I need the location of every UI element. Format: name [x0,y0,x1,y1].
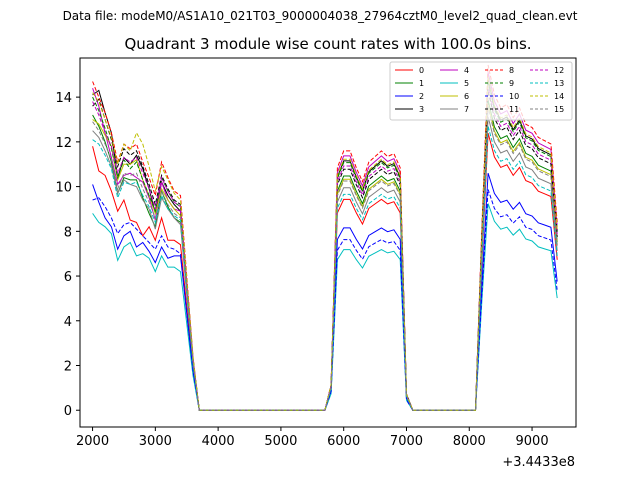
y-tick-label: 0 [64,404,72,419]
series-line-12 [92,86,558,411]
y-tick-label: 12 [55,136,72,151]
y-tick-label: 14 [55,91,72,106]
legend-label-2: 2 [419,92,424,101]
data-file-label: Data file: modeM0/AS1A10_021T03_90000040… [63,9,578,23]
series-line-0 [92,132,558,411]
y-tick-label: 8 [64,225,72,240]
y-tick-label: 10 [55,181,72,196]
series-line-10 [92,189,558,411]
y-tick-label: 6 [64,270,72,285]
legend-label-13: 13 [554,79,564,88]
series-line-15 [92,107,558,411]
y-tick-label: 4 [64,315,72,330]
series-line-1 [92,100,558,411]
x-tick-label: 2000 [76,434,109,449]
legend-label-10: 10 [509,92,519,101]
axes: 2000 3000 4000 5000 6000 7000 8000 900002468101… [55,57,577,449]
legend-label-6: 6 [464,92,469,101]
series-line-14 [92,76,558,411]
legend-label-4: 4 [464,66,469,75]
legend-label-15: 15 [554,105,564,114]
x-tick-label: 4000 [202,434,235,449]
legend-label-12: 12 [554,66,564,75]
x-tick-label: 8000 [453,434,486,449]
plot-area [92,64,558,411]
chart-title: Quadrant 3 module wise count rates with … [124,35,531,53]
series-line-7 [92,116,558,411]
axes-frame [79,57,577,428]
x-tick-label: 7000 [390,434,423,449]
series-line-11 [92,90,558,411]
x-tick-label: 9000 [516,434,549,449]
legend-label-3: 3 [419,105,424,114]
legend-label-7: 7 [464,105,469,114]
legend-label-1: 1 [419,79,424,88]
x-offset-label: +3.4433e8 [502,455,575,470]
legend-label-9: 9 [509,79,514,88]
legend-label-11: 11 [509,105,519,114]
series-line-9 [92,81,558,411]
x-tick-label: 5000 [264,434,297,449]
y-tick-label: 2 [64,360,72,375]
series-line-5 [92,203,558,411]
legend-label-8: 8 [509,66,514,75]
x-tick-label: 3000 [139,434,172,449]
x-tick-label: 6000 [327,434,360,449]
legend-label-14: 14 [554,92,564,101]
series-line-2 [92,172,558,411]
legend-box [389,61,573,121]
legend-label-5: 5 [464,79,469,88]
series-line-13 [92,125,558,411]
legend-label-0: 0 [419,66,424,75]
